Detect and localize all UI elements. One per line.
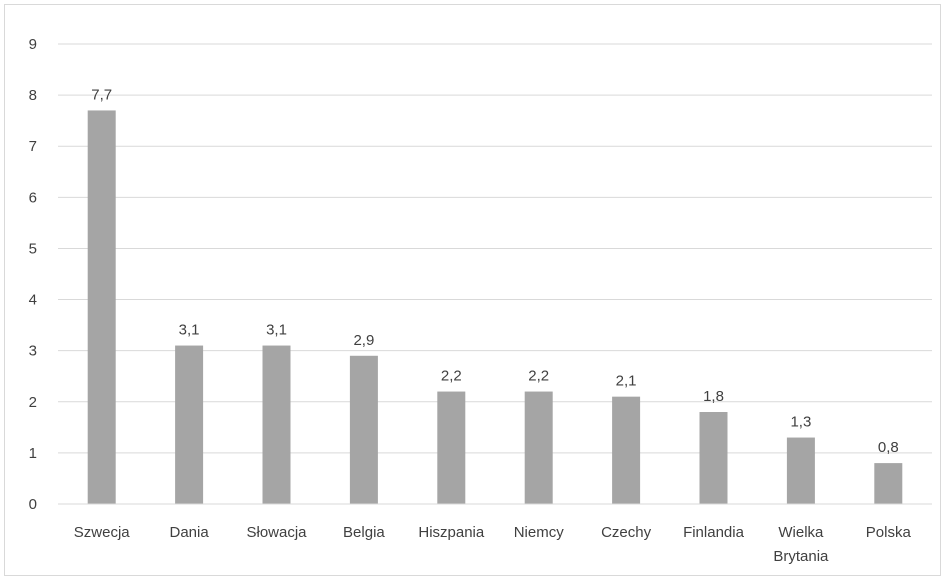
y-tick-label: 6 bbox=[29, 189, 37, 206]
x-tick-label: Szwecja bbox=[74, 524, 131, 541]
data-label: 3,1 bbox=[179, 322, 200, 339]
x-tick-label: Wielka bbox=[778, 524, 824, 541]
x-tick-label: Belgia bbox=[343, 524, 385, 541]
y-tick-label: 7 bbox=[29, 138, 37, 155]
data-label: 1,3 bbox=[790, 414, 811, 431]
y-tick-label: 8 bbox=[29, 87, 37, 104]
data-label: 2,2 bbox=[441, 368, 462, 385]
y-tick-label: 3 bbox=[29, 343, 37, 360]
bar bbox=[437, 391, 466, 504]
x-tick-label: Hiszpania bbox=[418, 524, 485, 541]
bar bbox=[874, 463, 903, 504]
bar bbox=[786, 437, 815, 504]
x-tick-label: Brytania bbox=[773, 548, 829, 565]
y-tick-label: 1 bbox=[29, 445, 37, 462]
x-tick-label: Niemcy bbox=[514, 524, 565, 541]
bar bbox=[87, 110, 116, 504]
y-tick-label: 2 bbox=[29, 394, 37, 411]
x-tick-label: Dania bbox=[169, 524, 209, 541]
y-tick-label: 0 bbox=[29, 496, 37, 513]
y-tick-label: 9 bbox=[29, 36, 37, 53]
data-label: 0,8 bbox=[878, 439, 899, 456]
x-tick-label: Finlandia bbox=[683, 524, 745, 541]
data-label: 1,8 bbox=[703, 388, 724, 405]
chart-frame bbox=[4, 4, 941, 576]
bar bbox=[524, 391, 553, 504]
data-label: 7,7 bbox=[91, 86, 112, 103]
bar bbox=[612, 396, 641, 504]
bar bbox=[262, 345, 291, 504]
x-tick-label: Polska bbox=[866, 524, 912, 541]
x-tick-label: Czechy bbox=[601, 524, 652, 541]
y-tick-label: 4 bbox=[29, 292, 37, 309]
bar bbox=[349, 355, 378, 504]
bar bbox=[175, 345, 204, 504]
y-tick-label: 5 bbox=[29, 240, 37, 257]
x-tick-label: Słowacja bbox=[246, 524, 307, 541]
data-label: 2,1 bbox=[616, 373, 637, 390]
data-label: 2,2 bbox=[528, 368, 549, 385]
data-label: 2,9 bbox=[353, 332, 374, 349]
data-label: 3,1 bbox=[266, 322, 287, 339]
bar bbox=[699, 412, 728, 504]
